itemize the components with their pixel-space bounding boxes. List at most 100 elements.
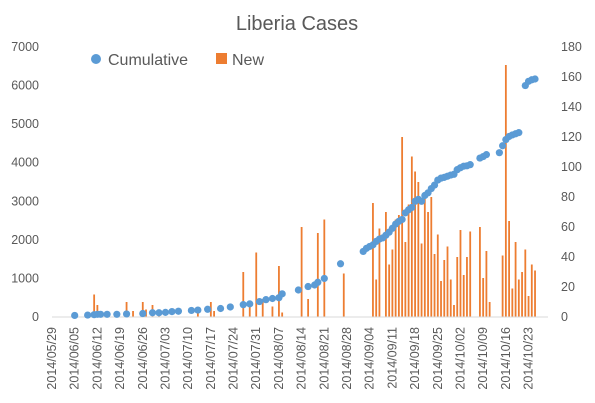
cumulative-point (417, 197, 426, 205)
x-tick-label: 2014/08/14 (295, 327, 309, 390)
cumulative-points (71, 75, 539, 320)
new-cases-bar (300, 227, 303, 317)
new-cases-bar (378, 228, 381, 317)
cumulative-point (97, 310, 105, 318)
cumulative-point (103, 310, 111, 318)
cumulative-point (239, 301, 247, 309)
x-tick-label: 2014/09/25 (431, 327, 445, 390)
cumulative-point (304, 282, 312, 291)
new-cases-bar (511, 288, 514, 317)
cumulative-point (148, 309, 157, 317)
new-cases-bar (469, 231, 472, 317)
new-cases-bar (388, 264, 391, 317)
new-cases-bar (420, 243, 423, 317)
new-cases-bar (440, 281, 442, 317)
new-cases-bar (482, 278, 485, 317)
new-cases-bar (307, 299, 310, 317)
new-cases-bar (488, 302, 491, 317)
left-tick-label: 5000 (11, 117, 39, 131)
legend-cumulative-label: Cumulative (108, 52, 188, 69)
cumulative-point (161, 308, 170, 316)
new-cases-bar (385, 212, 387, 317)
new-cases-bar (271, 306, 274, 317)
cumulative-point (294, 286, 302, 294)
cumulative-point (278, 290, 286, 298)
x-axis-ticks: 2014/05/29 2014/06/05 2014/06/12 2014/06/19… (45, 327, 536, 390)
new-cases-bar (93, 294, 96, 317)
new-cases-bar (391, 249, 394, 317)
new-cases-bar (453, 305, 455, 317)
new-cases-bar (466, 257, 468, 317)
new-cases-bar (278, 266, 280, 317)
cumulative-point (499, 142, 507, 150)
right-tick-label: 20 (561, 280, 575, 294)
right-tick-label: 100 (561, 160, 582, 174)
x-tick-label: 2014/09/11 (385, 327, 399, 389)
x-tick-label: 2014/08/07 (272, 327, 286, 390)
cumulative-point (122, 310, 131, 318)
cumulative-point (531, 75, 539, 83)
new-cases-bar (524, 249, 527, 317)
new-cases-bar (342, 273, 345, 317)
new-cases-bar (196, 312, 199, 317)
cumulative-point (314, 278, 322, 286)
new-cases-bar (485, 251, 488, 317)
new-cases-bar (394, 219, 397, 317)
new-cases-bar (141, 302, 144, 317)
new-cases-bar (462, 275, 465, 317)
cumulative-point (466, 161, 474, 169)
x-tick-label: 2014/09/04 (363, 327, 377, 390)
new-cases-bar (501, 255, 504, 317)
new-cases-bar (456, 257, 459, 317)
new-cases-bar (459, 230, 462, 317)
new-cases-bar (397, 215, 400, 317)
x-tick-label: 2014/10/23 (522, 327, 536, 390)
left-tick-label: 7000 (11, 40, 39, 54)
new-cases-bar (446, 246, 449, 317)
new-cases-bar (449, 279, 452, 317)
cumulative-point (262, 296, 270, 304)
cumulative-point (194, 306, 202, 314)
left-tick-label: 3000 (11, 194, 39, 208)
cumulative-point (174, 307, 183, 315)
new-cases-bar (407, 204, 410, 317)
new-cases-bar (427, 212, 429, 317)
new-cases-bar (423, 197, 426, 317)
cumulative-point (495, 149, 503, 157)
cumulative-point (320, 274, 328, 283)
new-cases-bar (534, 270, 536, 317)
new-cases-bar (261, 299, 264, 317)
legend-new-label: New (232, 52, 264, 69)
cumulative-point (255, 297, 264, 306)
new-cases-bar (255, 252, 258, 317)
x-tick-label: 2014/10/16 (499, 327, 513, 390)
new-cases-bar (401, 137, 404, 317)
x-tick-label: 2014/08/21 (317, 327, 331, 390)
legend-cumulative-marker (91, 54, 101, 64)
left-tick-label: 4000 (11, 156, 39, 170)
x-tick-label: 2014/07/31 (249, 327, 263, 390)
cumulative-point (398, 215, 406, 224)
cumulative-point (168, 308, 176, 316)
new-cases-bar (125, 302, 128, 317)
new-cases-bars (93, 65, 536, 317)
new-cases-bar (417, 182, 420, 317)
new-cases-bar (372, 203, 374, 317)
new-cases-bar (504, 65, 507, 317)
left-tick-label: 6000 (11, 79, 39, 93)
x-tick-label: 2014/07/17 (204, 327, 218, 390)
left-tick-label: 1000 (11, 271, 39, 285)
x-tick-label: 2014/06/19 (113, 327, 127, 390)
left-axis-ticks: 0 1000 2000 3000 4000 5000 6000 7000 (11, 40, 39, 324)
cumulative-point (204, 305, 212, 313)
new-cases-bar (436, 234, 439, 317)
left-tick-label: 2000 (11, 233, 39, 247)
x-tick-label: 2014/10/09 (476, 327, 490, 390)
cumulative-point (155, 309, 163, 317)
new-cases-bar (323, 219, 326, 317)
new-cases-bar (375, 279, 378, 317)
chart-title: Liberia Cases (236, 13, 358, 35)
new-cases-bar (517, 279, 520, 317)
new-cases-bar (248, 306, 251, 317)
x-tick-label: 2014/06/26 (136, 327, 150, 390)
